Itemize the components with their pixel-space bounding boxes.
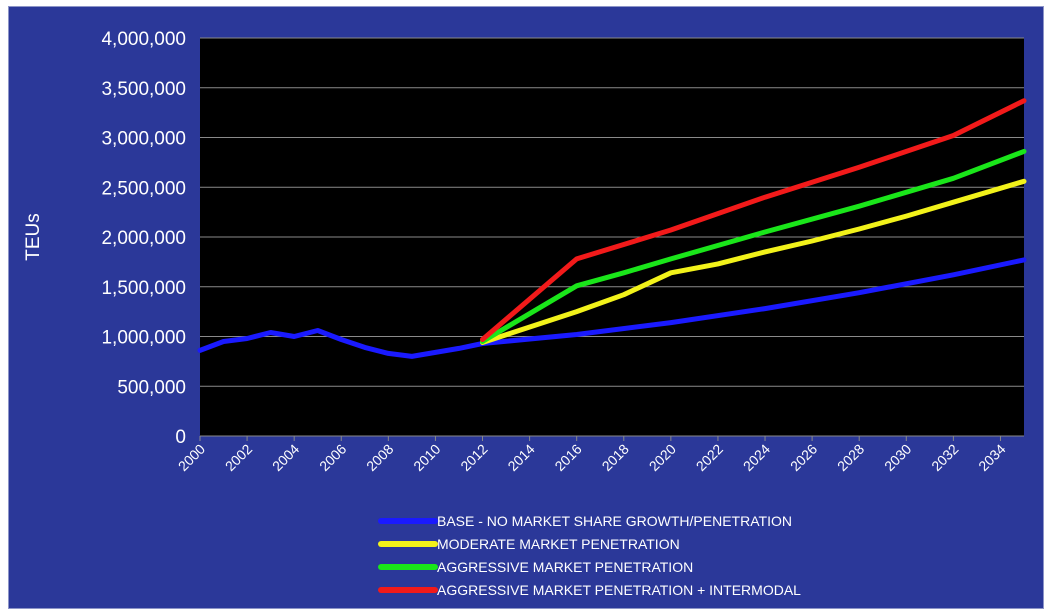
x-axis-ticks: 2000 2002 2004 2006 2008 2010 2012 2014 2016 2018…: [175, 436, 1009, 474]
series-line: [197, 257, 1027, 359]
x-tick-label: 2034: [975, 441, 1008, 474]
x-tick-label: 2012: [457, 441, 490, 474]
series-line: [480, 178, 1027, 345]
x-tick-label: 2004: [269, 441, 302, 474]
legend: BASE - NO MARKET SHARE GROWTH/PENETRATIO…: [378, 513, 801, 598]
x-tick-label: 2010: [410, 441, 443, 474]
y-tick-label: 2,500,000: [101, 178, 186, 199]
y-tick-label: 4,000,000: [101, 29, 186, 50]
x-tick-label: 2014: [504, 441, 537, 474]
legend-label: BASE - NO MARKET SHARE GROWTH/PENETRATIO…: [437, 513, 792, 529]
x-tick-label: 2028: [834, 441, 867, 474]
y-tick-label: 1,000,000: [101, 328, 186, 349]
y-tick-label: 0: [175, 427, 186, 448]
series-line: [480, 148, 1027, 344]
x-tick-label: 2026: [787, 441, 820, 474]
x-tick-label: 2008: [363, 441, 396, 474]
y-tick-label: 3,000,000: [101, 129, 186, 150]
x-tick-label: 2018: [599, 441, 632, 474]
series-lines: [197, 98, 1027, 359]
x-tick-label: 2030: [881, 441, 914, 474]
x-tick-label: 2002: [222, 441, 255, 474]
x-tick-label: 2022: [693, 441, 726, 474]
y-tick-label: 1,500,000: [101, 278, 186, 299]
y-axis-title: TEUs: [23, 213, 44, 261]
legend-label: AGGRESSIVE MARKET PENETRATION + INTERMOD…: [437, 582, 801, 598]
x-tick-label: 2006: [316, 441, 349, 474]
legend-label: MODERATE MARKET PENETRATION: [437, 536, 680, 552]
legend-label: AGGRESSIVE MARKET PENETRATION: [437, 559, 693, 575]
x-tick-label: 2016: [551, 441, 584, 474]
y-tick-label: 2,000,000: [101, 228, 186, 249]
y-axis-ticks: 0 500,000 1,000,000 1,500,000 2,000,000 2,500…: [101, 29, 186, 448]
series-line: [480, 98, 1027, 342]
x-tick-label: 2020: [646, 441, 679, 474]
x-tick-label: 2032: [928, 441, 961, 474]
chart-frame: 0 500,000 1,000,000 1,500,000 2,000,000 2,500…: [8, 6, 1044, 609]
x-tick-label: 2024: [740, 441, 773, 474]
y-tick-label: 3,500,000: [101, 79, 186, 100]
y-tick-label: 500,000: [117, 377, 186, 398]
line-chart: 0 500,000 1,000,000 1,500,000 2,000,000 2,500…: [23, 29, 1027, 598]
